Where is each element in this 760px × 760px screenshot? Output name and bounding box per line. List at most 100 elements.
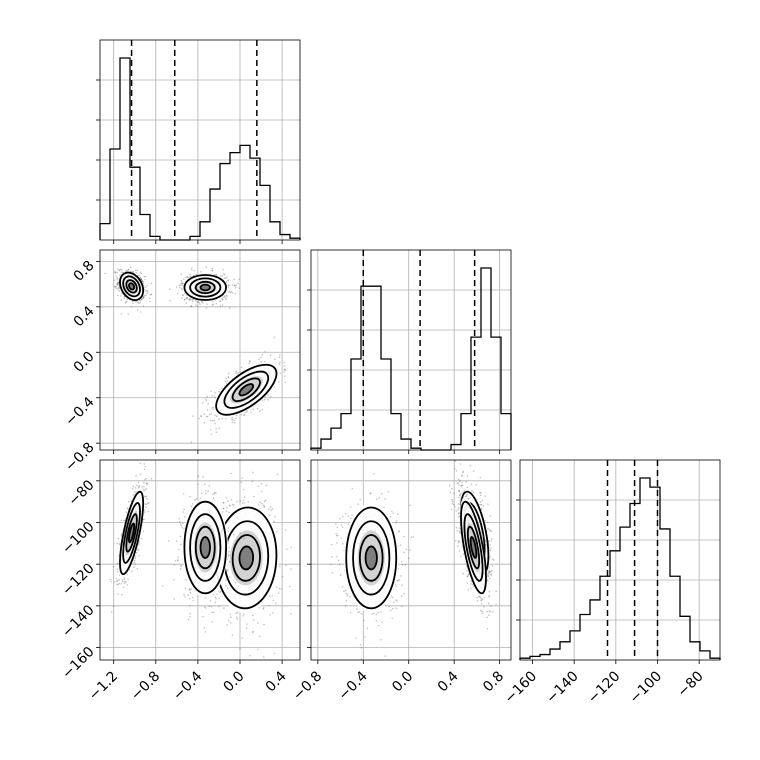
scatter-point [284,529,287,531]
scatter-point [459,463,462,465]
scatter-point [225,298,228,301]
scatter-point [145,487,148,490]
scatter-point [210,390,213,393]
scatter-point [233,278,235,281]
scatter-point [264,499,267,501]
scatter-point [214,422,216,425]
scatter-point [227,553,230,556]
scatter-point [240,537,243,539]
scatter-point [279,361,281,364]
scatter-point [480,504,483,506]
scatter-point [214,596,217,599]
scatter-point [222,298,224,301]
scatter-point [206,395,209,398]
contour-line [194,525,216,570]
scatter-point [212,300,214,303]
scatter-point [205,398,207,401]
scatter-point [116,579,119,582]
scatter-point [116,271,119,274]
scatter-point [121,579,124,581]
scatter-point [490,530,493,533]
scatter-point [169,299,171,302]
histogram-panel-2 [516,459,721,661]
contour-line [238,545,255,571]
scatter-point [233,421,236,424]
scatter-point [278,587,281,590]
scatter-point [218,427,221,429]
scatter-point [115,275,117,277]
scatter-point [241,477,244,479]
scatter-point [188,597,191,600]
scatter-point [274,358,276,361]
scatter-point [263,623,265,626]
scatter-point [239,647,241,650]
scatter-point [221,275,224,277]
scatter-point [235,417,237,420]
scatter-point [290,568,292,570]
scatter-point [127,268,129,271]
scatter-point [174,559,177,562]
scatter-point [233,284,236,287]
scatter-point [227,568,229,571]
scatter-point [215,273,218,276]
scatter-point [143,518,145,521]
scatter-point [113,605,115,608]
scatter-point [453,492,455,495]
scatter-point [226,587,229,589]
scatter-point [231,418,233,420]
scatter-point [480,503,482,506]
scatter-point [179,523,182,525]
scatter-point [235,370,238,373]
scatter-point [146,290,149,293]
scatter-point [138,274,141,277]
scatter-point [137,542,140,544]
scatter-point [190,305,193,308]
scatter-point [280,588,283,590]
scatter-point [142,518,145,521]
scatter-point [127,500,130,503]
scatter-point [258,358,260,361]
scatter-point [242,615,244,617]
scatter-point [265,484,268,487]
scatter-point [204,631,207,633]
scatter-point [175,540,178,543]
scatter-point [189,615,191,618]
scatter-point [191,267,193,269]
scatter-point [253,495,255,498]
scatter-point [259,410,261,413]
scatter-point [486,579,489,582]
scatter-point [225,496,228,499]
scatter-point [227,530,230,533]
scatter-point [454,460,456,463]
scatter-point [470,483,473,485]
histogram-step [310,267,512,451]
scatter-point [479,494,482,496]
scatter-point [134,486,137,489]
scatter-point [490,574,492,576]
scatter-point [137,543,140,546]
scatter-point [181,294,184,296]
scatter-point [257,485,260,487]
scatter-point [115,283,118,285]
scatter-point [488,577,491,580]
scatter-point [228,561,231,563]
scatter-point [243,413,246,416]
scatter-point [458,540,461,543]
scatter-point [222,502,225,504]
scatter-point [140,277,142,280]
scatter-point [491,564,494,567]
scatter-point [142,281,145,283]
scatter-point [242,499,245,502]
scatter-point [143,481,145,484]
scatter-point [229,622,232,624]
scatter-point [133,561,136,564]
scatter-point [202,476,205,478]
scatter-point [212,493,214,496]
scatter-point [104,272,106,275]
scatter-point [139,301,142,304]
scatter-point [221,298,223,301]
scatter-point [205,492,207,494]
scatter-point [262,504,264,506]
scatter-point [225,294,228,297]
scatter-point [460,555,462,557]
